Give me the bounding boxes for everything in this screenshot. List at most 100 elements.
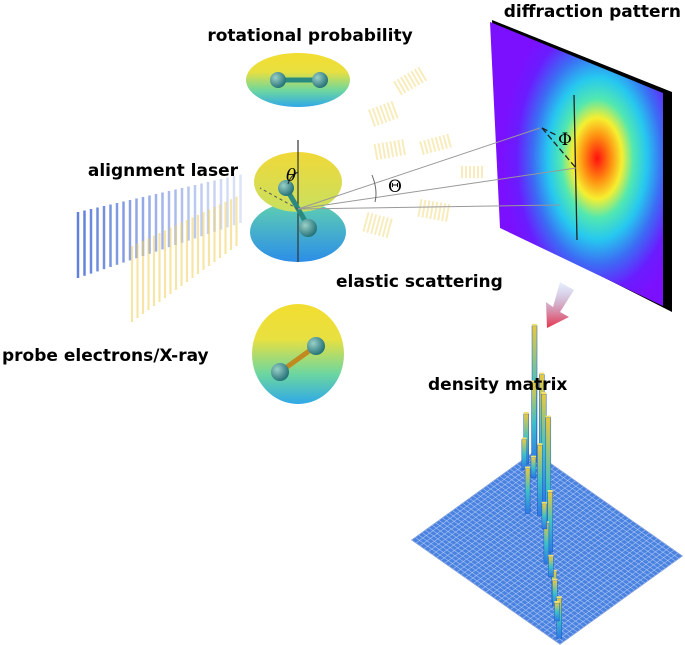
scatter-wave-front xyxy=(437,202,443,221)
scatter-wave-group xyxy=(417,198,451,222)
symbol-theta-small: θ xyxy=(286,166,296,186)
density-bar-top xyxy=(541,501,547,504)
scatter-wave-front xyxy=(389,141,395,158)
scatter-wave-front xyxy=(433,201,439,220)
floor-gridline xyxy=(559,555,683,645)
floor-gridline xyxy=(543,544,666,633)
density-bar-top xyxy=(523,411,529,414)
floor-gridline xyxy=(527,456,676,562)
scatter-wave-front xyxy=(377,216,386,237)
scatter-wave-group xyxy=(393,66,428,96)
scatter-wave-front xyxy=(377,143,383,160)
scatter-wave-front xyxy=(366,213,374,233)
scatter-wave-front xyxy=(423,139,429,154)
diffraction-screen xyxy=(490,20,672,312)
scatter-wave-front xyxy=(413,68,424,84)
scatter-wave-front xyxy=(419,140,425,156)
density-bar-top xyxy=(541,392,547,394)
label-diffraction-pattern: diffraction pattern xyxy=(504,2,681,22)
density-bar-top xyxy=(521,437,527,440)
floor-gridline xyxy=(530,454,679,559)
label-elastic-scattering: elastic scattering xyxy=(336,272,503,292)
density-bar-top xyxy=(551,569,557,572)
density-bar-top xyxy=(547,490,553,492)
density-bar-top xyxy=(556,596,562,599)
density-bar xyxy=(537,444,543,516)
scatter-wave-front xyxy=(434,136,441,151)
scatter-wave-front xyxy=(417,66,428,82)
scatter-wave-front xyxy=(441,203,447,222)
scatter-wave-front xyxy=(371,107,380,126)
down-arrow xyxy=(546,282,574,328)
scatter-wave-front xyxy=(383,103,392,122)
scatter-wave-group xyxy=(461,166,483,178)
label-density-matrix: density matrix xyxy=(428,375,567,395)
scatter-wave-front xyxy=(381,142,387,159)
density-bar-top xyxy=(548,554,554,557)
density-bar xyxy=(543,522,550,564)
scatter-wave-front xyxy=(425,200,431,219)
scatter-wave-front xyxy=(386,102,395,120)
scatter-wave-front xyxy=(367,109,377,127)
scatter-wave-group xyxy=(373,139,406,161)
scatter-wave-front xyxy=(442,134,448,149)
scatter-wave-front xyxy=(430,137,437,152)
density-bar-top xyxy=(525,466,531,469)
density-bar xyxy=(524,468,531,514)
symbol-theta-big: Θ xyxy=(388,177,402,197)
scatter-wave-front xyxy=(406,72,417,88)
density-bar-top xyxy=(531,380,537,383)
scatter-wave-front xyxy=(370,214,378,234)
rotational-probability-molecule xyxy=(246,53,350,107)
scatter-wave-front xyxy=(362,212,370,232)
floor-gridline xyxy=(551,549,674,639)
density-bar-top xyxy=(552,578,558,581)
density-bar xyxy=(541,503,548,530)
scatter-wave-front xyxy=(400,76,410,92)
scatter-wave-front xyxy=(410,70,421,86)
aligned-molecule xyxy=(250,140,346,262)
scatter-wave-front xyxy=(397,139,403,156)
label-probe: probe electrons/X-ray xyxy=(2,346,209,366)
scatter-wave-front xyxy=(393,80,403,96)
scatter-wave-front xyxy=(429,201,435,220)
density-bar-top xyxy=(539,372,545,375)
scatter-wave-group xyxy=(362,212,393,239)
scatter-wave-front xyxy=(421,199,427,218)
probe-molecule xyxy=(252,304,344,404)
scattering-rays xyxy=(297,127,577,210)
density-bar-top xyxy=(532,323,538,326)
scatter-wave-group xyxy=(367,100,399,127)
label-rotational-probability: rotational probability xyxy=(207,26,412,46)
floor-gridline xyxy=(533,451,683,557)
scatter-wave-front xyxy=(393,140,399,157)
density-bar-top xyxy=(554,600,560,603)
scatter-wave-front xyxy=(379,105,388,123)
scatter-wave-front xyxy=(390,100,399,119)
scatter-wave-front xyxy=(385,141,391,158)
density-bar-top xyxy=(530,455,536,458)
scatter-wave-group xyxy=(419,133,452,156)
scatter-wave-front xyxy=(438,135,445,150)
scatter-wave-front xyxy=(446,133,452,148)
scatter-wave-front xyxy=(417,198,423,218)
scatter-wave-front xyxy=(396,78,407,94)
scatter-wave-front xyxy=(401,139,406,156)
density-bar-top xyxy=(545,415,551,418)
density-bar xyxy=(554,602,560,622)
label-alignment-laser: alignment laser xyxy=(88,161,239,181)
density-bar xyxy=(521,439,528,470)
scatter-wave-front xyxy=(403,74,414,90)
scatter-wave-front xyxy=(375,106,384,125)
scatter-wave-front xyxy=(374,215,382,236)
scattered-waves xyxy=(362,66,483,239)
floor-gridline xyxy=(555,552,679,642)
scatter-wave-front xyxy=(381,217,389,238)
density-bar-top xyxy=(537,443,543,446)
scatter-wave-front xyxy=(385,218,393,239)
floor-gridline xyxy=(547,547,670,636)
laser-wave-yellow xyxy=(130,196,238,322)
scatter-wave-front xyxy=(373,143,379,161)
scatter-wave-front xyxy=(426,138,433,153)
